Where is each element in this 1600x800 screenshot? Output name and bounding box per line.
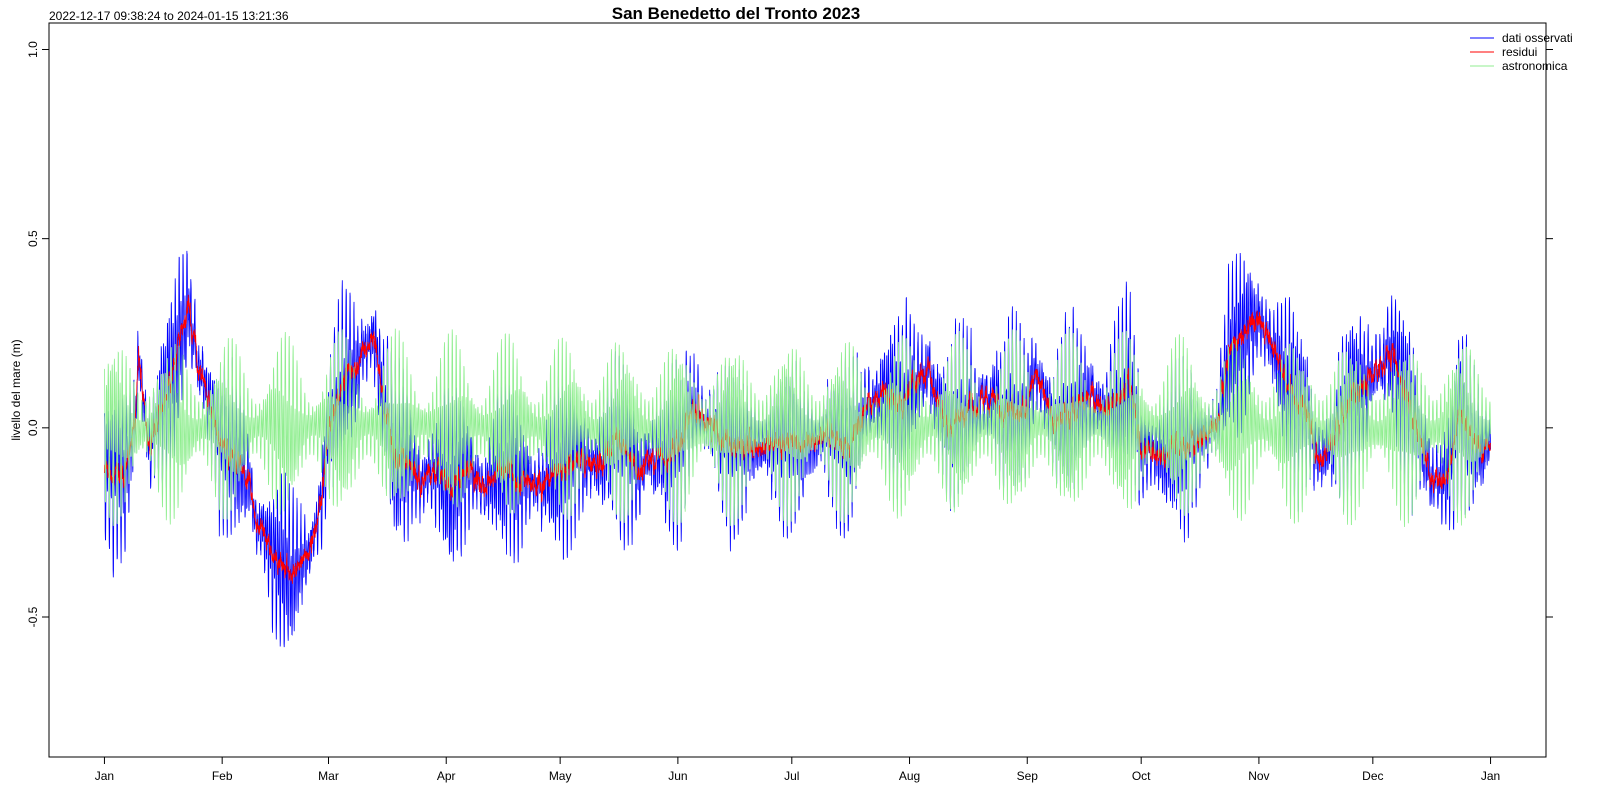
x-tick-label: Nov [1248, 769, 1269, 783]
x-tick-label: Jan [1481, 769, 1500, 783]
x-tick-label: Jun [668, 769, 687, 783]
x-tick-label: Jan [95, 769, 114, 783]
axes: Jan Feb Mar Apr May Jun Jul Aug Sep Oct Nov Dec Jan 1… [26, 41, 1553, 783]
chart-subtitle: 2022-12-17 09:38:24 to 2024-01-15 13:21:… [49, 9, 289, 23]
legend: dati osservati residui astronomica [1470, 31, 1573, 73]
y-tick-label: -0.5 [26, 606, 40, 627]
legend-label-observed: dati osservati [1502, 31, 1573, 45]
legend-label-astronomical: astronomica [1502, 59, 1568, 73]
y-tick-label: 0.0 [26, 419, 40, 436]
x-tick-label: Apr [437, 769, 456, 783]
chart-title: San Benedetto del Tronto 2023 [612, 4, 860, 23]
x-tick-label: Dec [1362, 769, 1383, 783]
plot-frame [48, 22, 1547, 758]
series-layer [104, 250, 1491, 648]
x-tick-label: Sep [1017, 769, 1039, 783]
x-tick-label: Feb [212, 769, 233, 783]
x-tick-label: Oct [1132, 769, 1151, 783]
x-tick-label: Jul [784, 769, 799, 783]
y-tick-label: 0.5 [26, 230, 40, 247]
legend-label-residuals: residui [1502, 45, 1537, 59]
series-line-astronomical [104, 328, 1491, 528]
x-tick-label: Aug [899, 769, 920, 783]
x-tick-label: Mar [318, 769, 339, 783]
y-axis-label: livello del mare (m) [9, 339, 23, 440]
y-tick-label: 1.0 [26, 41, 40, 58]
x-tick-label: May [549, 769, 572, 783]
